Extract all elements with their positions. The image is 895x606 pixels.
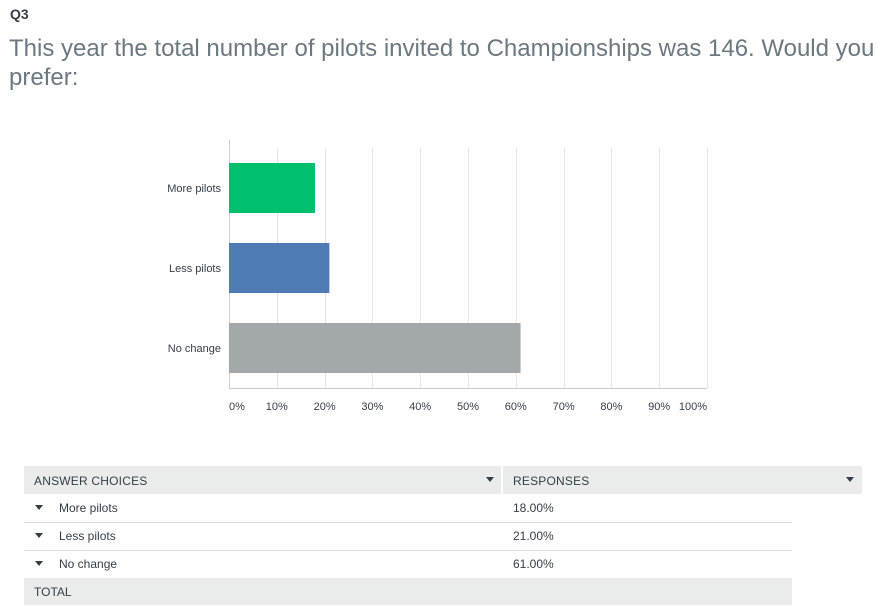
x-tick-label: 30% (361, 401, 383, 413)
row-label: More pilots (59, 501, 118, 515)
x-tick-label: 50% (457, 401, 479, 413)
row-label: No change (59, 557, 118, 571)
x-tick-label: 0% (229, 401, 245, 413)
x-tick-label: 40% (409, 401, 431, 413)
expand-row-icon[interactable] (35, 561, 43, 566)
answer-choices-header[interactable]: ANSWER CHOICES (24, 466, 501, 494)
x-tick-label: 80% (600, 401, 622, 413)
question-title: This year the total number of pilots inv… (9, 35, 875, 91)
category-label: Less pilots (169, 263, 221, 275)
bar (229, 163, 316, 213)
bar (229, 243, 330, 293)
category-label: No change (168, 343, 221, 355)
table-row[interactable]: No change 61.00% (24, 550, 792, 579)
row-label: Less pilots (59, 529, 116, 543)
table-row[interactable]: Less pilots 21.00% (24, 522, 792, 551)
bar-chart: More pilots Less pilots No change 0% 10% 20% 3… (167, 140, 708, 413)
expand-row-icon[interactable] (35, 533, 43, 538)
responses-header[interactable]: RESPONSES (503, 466, 862, 494)
x-tick-label: 10% (266, 401, 288, 413)
x-tick-label: 100% (679, 401, 707, 413)
table-row[interactable]: More pilots 18.00% (24, 494, 792, 523)
category-label: More pilots (167, 183, 221, 195)
responses-header-label: RESPONSES (513, 474, 590, 488)
sort-choices-icon[interactable] (486, 477, 494, 482)
x-tick-label: 70% (553, 401, 575, 413)
bar (229, 323, 521, 373)
row-value: 61.00% (513, 557, 554, 571)
expand-row-icon[interactable] (35, 505, 43, 510)
question-number: Q3 (10, 6, 29, 22)
total-label: TOTAL (34, 585, 72, 599)
x-tick-label: 60% (505, 401, 527, 413)
x-tick-label: 90% (648, 401, 670, 413)
sort-responses-icon[interactable] (846, 477, 854, 482)
x-tick-label: 20% (314, 401, 336, 413)
row-value: 21.00% (513, 529, 554, 543)
total-row: TOTAL (24, 578, 792, 605)
answer-choices-header-label: ANSWER CHOICES (34, 474, 148, 488)
row-value: 18.00% (513, 501, 554, 515)
